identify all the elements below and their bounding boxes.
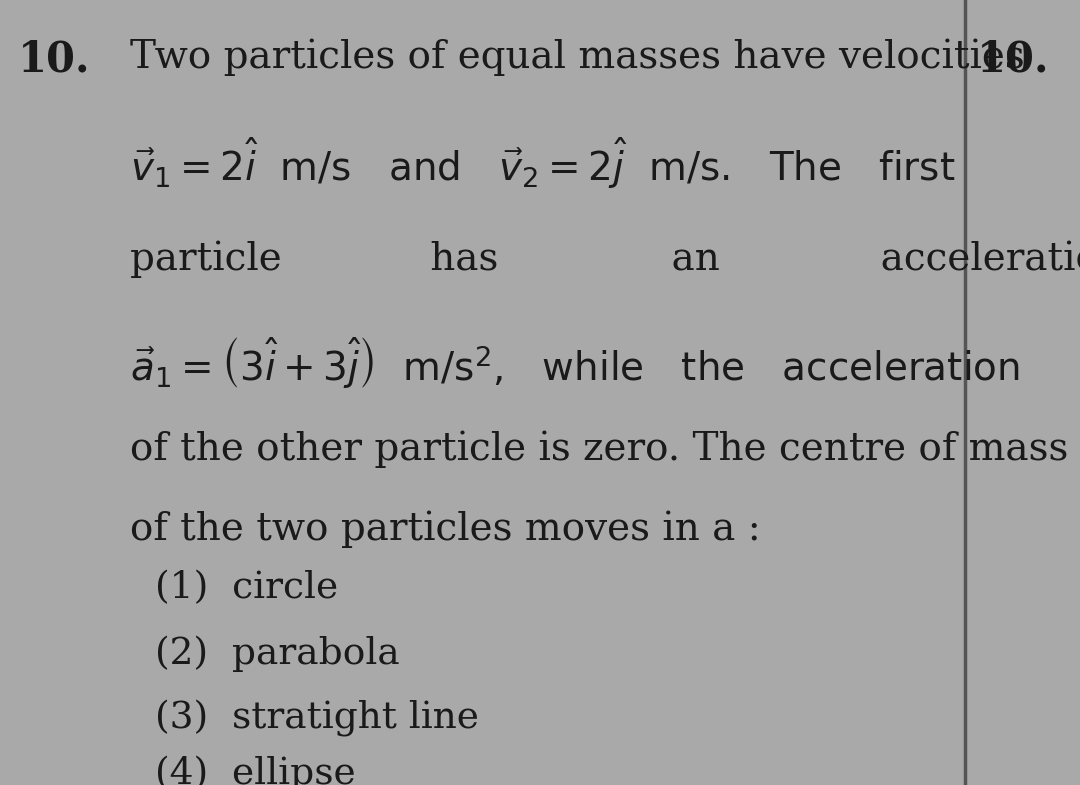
Text: (2)  parabola: (2) parabola — [156, 635, 400, 671]
Text: Two particles of equal masses have velocities: Two particles of equal masses have veloc… — [130, 38, 1025, 75]
Text: (1)  circle: (1) circle — [156, 570, 338, 606]
Text: 10.: 10. — [977, 38, 1050, 80]
Text: of the two particles moves in a :: of the two particles moves in a : — [130, 510, 760, 547]
Text: (4)  ellipse: (4) ellipse — [156, 755, 355, 785]
Text: particle            has              an             acceleration: particle has an acceleration — [130, 240, 1080, 278]
Text: of the other particle is zero. The centre of mass: of the other particle is zero. The centr… — [130, 430, 1068, 468]
Text: (3)  stratight line: (3) stratight line — [156, 700, 478, 737]
Text: 10.: 10. — [18, 38, 91, 80]
Text: $\vec{a}_1 = \left(3\hat{i} + 3\hat{j}\right)\ $ m/s$^{2}$,   while   the   acce: $\vec{a}_1 = \left(3\hat{i} + 3\hat{j}\r… — [130, 335, 1020, 391]
Text: $\vec{v}_1 = 2\hat{i}\ $ m/s   and   $\vec{v}_2 = 2\hat{j}\ $ m/s.   The   first: $\vec{v}_1 = 2\hat{i}\ $ m/s and $\vec{v… — [130, 135, 956, 191]
